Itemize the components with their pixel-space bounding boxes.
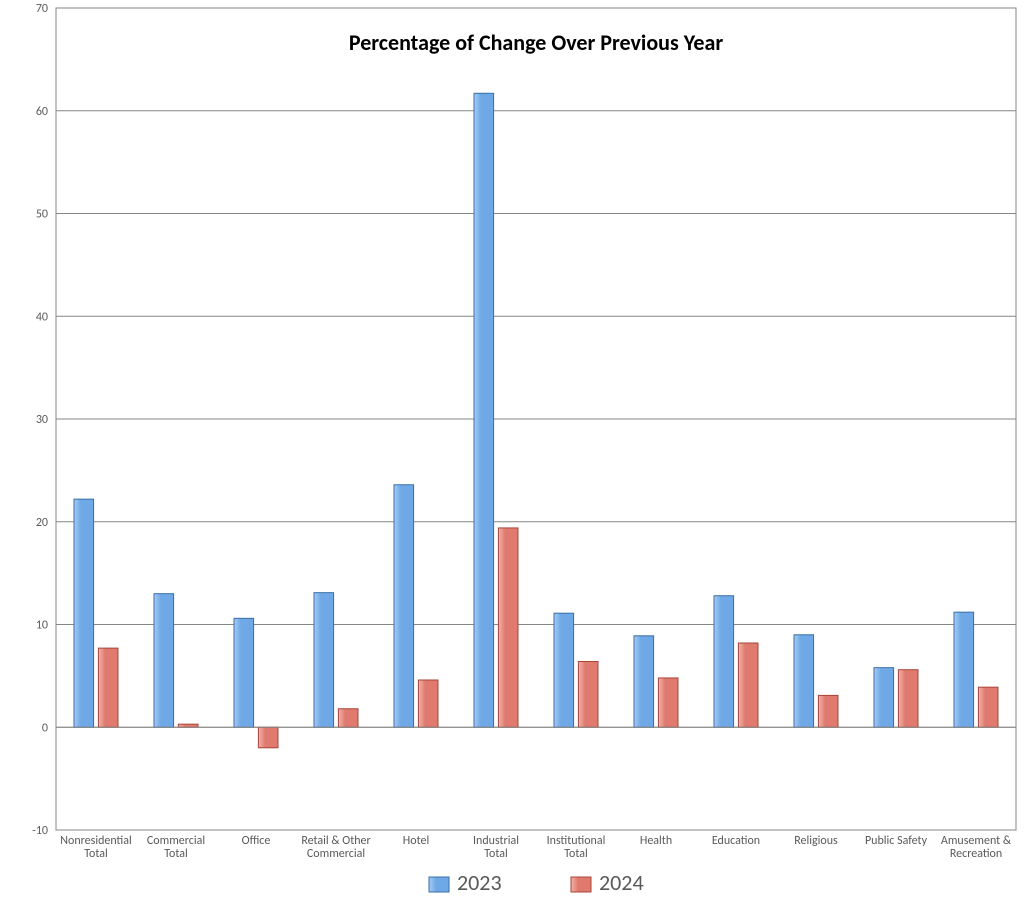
bar <box>634 636 654 727</box>
bar <box>794 635 814 727</box>
bar <box>954 612 974 727</box>
category-label: Hotel <box>403 834 429 848</box>
legend-label: 2023 <box>457 869 502 896</box>
bar <box>578 661 598 727</box>
y-tick-label: 60 <box>36 105 48 119</box>
y-tick-label: 10 <box>36 619 48 633</box>
category-label: Commercial <box>307 847 365 861</box>
category-label: Amusement & <box>941 834 1012 848</box>
legend-swatch <box>571 877 591 892</box>
bar <box>898 670 918 728</box>
bar <box>98 648 118 727</box>
legend-label: 2024 <box>599 869 644 896</box>
bar <box>874 668 894 728</box>
bar <box>234 618 254 727</box>
category-label: Industrial <box>473 834 519 848</box>
category-label: Nonresidential <box>60 834 131 848</box>
bar <box>314 593 334 728</box>
y-tick-label: 20 <box>36 516 48 530</box>
chart-container: -10 0 10 20 30 40 50 60 70 Percentage of Change O… <box>0 0 1024 908</box>
bar <box>818 695 838 727</box>
legend-swatch <box>429 877 449 892</box>
category-label: Total <box>164 847 187 861</box>
bar <box>474 93 494 727</box>
category-label: Religious <box>794 834 838 848</box>
category-label: Office <box>242 834 271 848</box>
bar <box>154 594 174 728</box>
bar <box>714 596 734 728</box>
category-label: Retail & Other <box>301 834 370 848</box>
bar-chart: -10 0 10 20 30 40 50 60 70 Percentage of Change O… <box>0 0 1024 908</box>
bar <box>74 499 94 727</box>
bar <box>418 680 438 727</box>
category-label: Commercial <box>147 834 205 848</box>
bar <box>978 687 998 727</box>
y-tick-label: 40 <box>36 310 48 324</box>
category-label: Recreation <box>950 847 1002 861</box>
y-tick-label: 70 <box>36 2 48 16</box>
bar <box>258 727 278 748</box>
bar <box>738 643 758 727</box>
bar <box>394 485 414 727</box>
category-label: Total <box>564 847 587 861</box>
bar <box>338 709 358 728</box>
y-tick-label: 50 <box>36 208 48 222</box>
bar <box>554 613 574 727</box>
category-label: Education <box>712 834 760 848</box>
chart-title: Percentage of Change Over Previous Year <box>349 29 723 56</box>
category-label: Public Safety <box>865 834 928 848</box>
bar <box>658 678 678 727</box>
category-label: Total <box>484 847 507 861</box>
y-tick-label: 0 <box>42 721 48 735</box>
category-label: Health <box>640 834 672 848</box>
bar <box>498 528 518 727</box>
y-tick-label: -10 <box>32 824 48 838</box>
category-label: Total <box>84 847 107 861</box>
category-label: Institutional <box>547 834 606 848</box>
y-tick-label: 30 <box>36 413 48 427</box>
